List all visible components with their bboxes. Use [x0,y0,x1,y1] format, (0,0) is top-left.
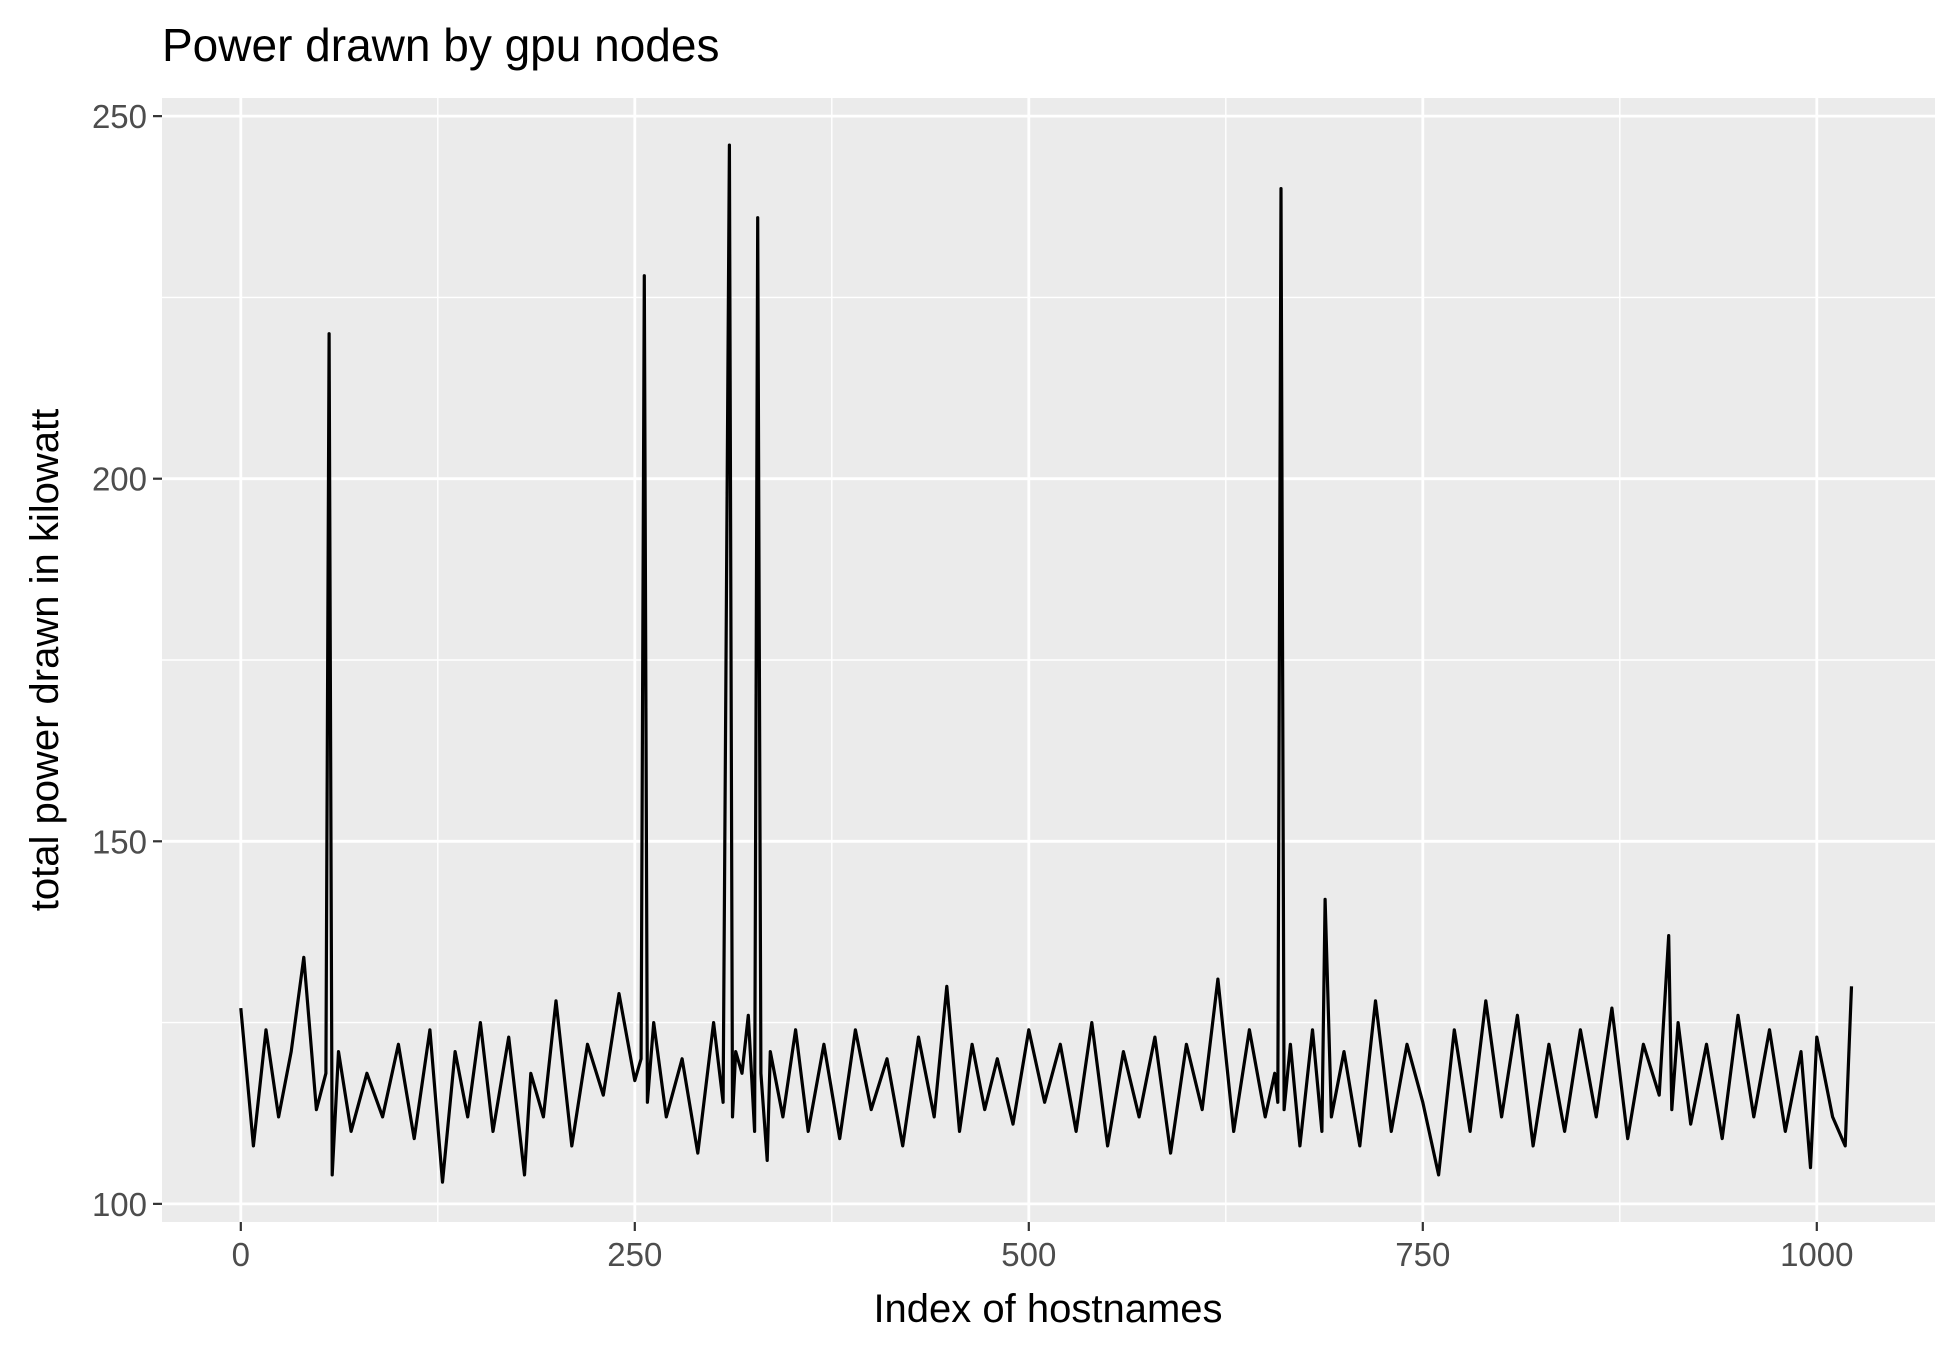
x-tick-label: 750 [1395,1236,1450,1273]
y-tick-label: 150 [92,823,147,860]
x-tick-label: 1000 [1780,1236,1853,1273]
x-tick-label: 0 [232,1236,250,1273]
chart-title: Power drawn by gpu nodes [162,19,719,71]
x-axis-ticks: 0 250 500 750 1000 [232,1222,1854,1273]
series-layer [239,143,1854,1184]
y-axis-ticks: 100 150 200 250 [92,98,162,1223]
x-tick-label: 250 [607,1236,662,1273]
x-axis-label: Index of hostnames [873,1287,1222,1331]
y-tick-label: 250 [92,98,147,135]
y-tick-label: 100 [92,1186,147,1223]
y-tick-label: 200 [92,461,147,498]
series-line [239,143,1854,1184]
grid-minor [162,98,1935,1222]
x-tick-label: 500 [1001,1236,1056,1273]
y-axis-label: total power drawn in kilowatt [23,409,67,911]
